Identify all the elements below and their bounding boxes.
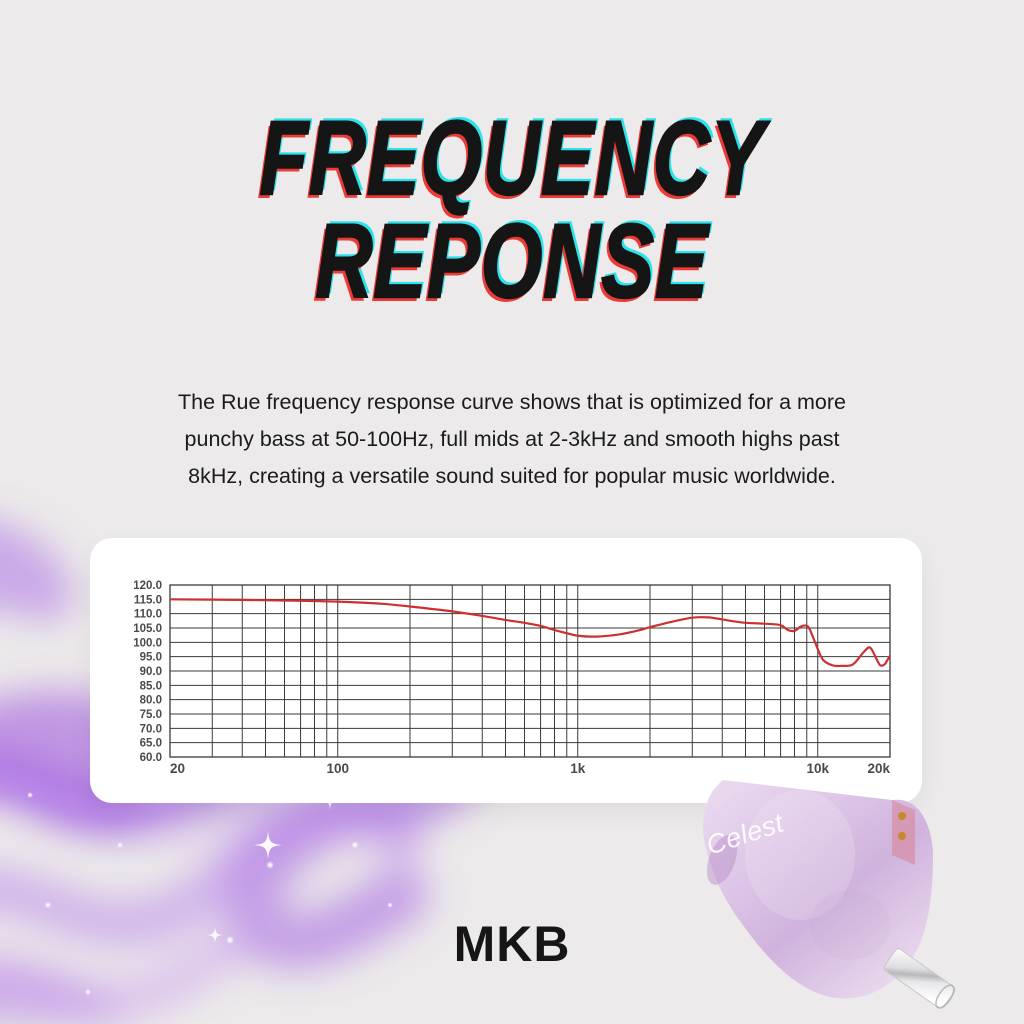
svg-text:65.0: 65.0 <box>140 738 162 750</box>
svg-text:85.0: 85.0 <box>140 680 162 692</box>
svg-text:20: 20 <box>170 761 185 776</box>
svg-text:110.0: 110.0 <box>134 609 162 621</box>
svg-text:100.0: 100.0 <box>133 637 162 649</box>
svg-text:120.0: 120.0 <box>133 580 162 592</box>
svg-text:95.0: 95.0 <box>140 652 162 664</box>
svg-text:90.0: 90.0 <box>140 666 162 678</box>
svg-text:80.0: 80.0 <box>140 695 162 707</box>
svg-text:10k: 10k <box>806 761 829 776</box>
svg-text:115.0: 115.0 <box>134 594 162 606</box>
svg-text:60.0: 60.0 <box>140 752 162 764</box>
svg-text:75.0: 75.0 <box>140 709 162 721</box>
svg-text:105.0: 105.0 <box>133 623 162 635</box>
svg-text:1k: 1k <box>570 761 586 776</box>
svg-text:100: 100 <box>326 761 349 776</box>
svg-text:20k: 20k <box>867 761 890 776</box>
svg-text:70.0: 70.0 <box>140 723 162 735</box>
